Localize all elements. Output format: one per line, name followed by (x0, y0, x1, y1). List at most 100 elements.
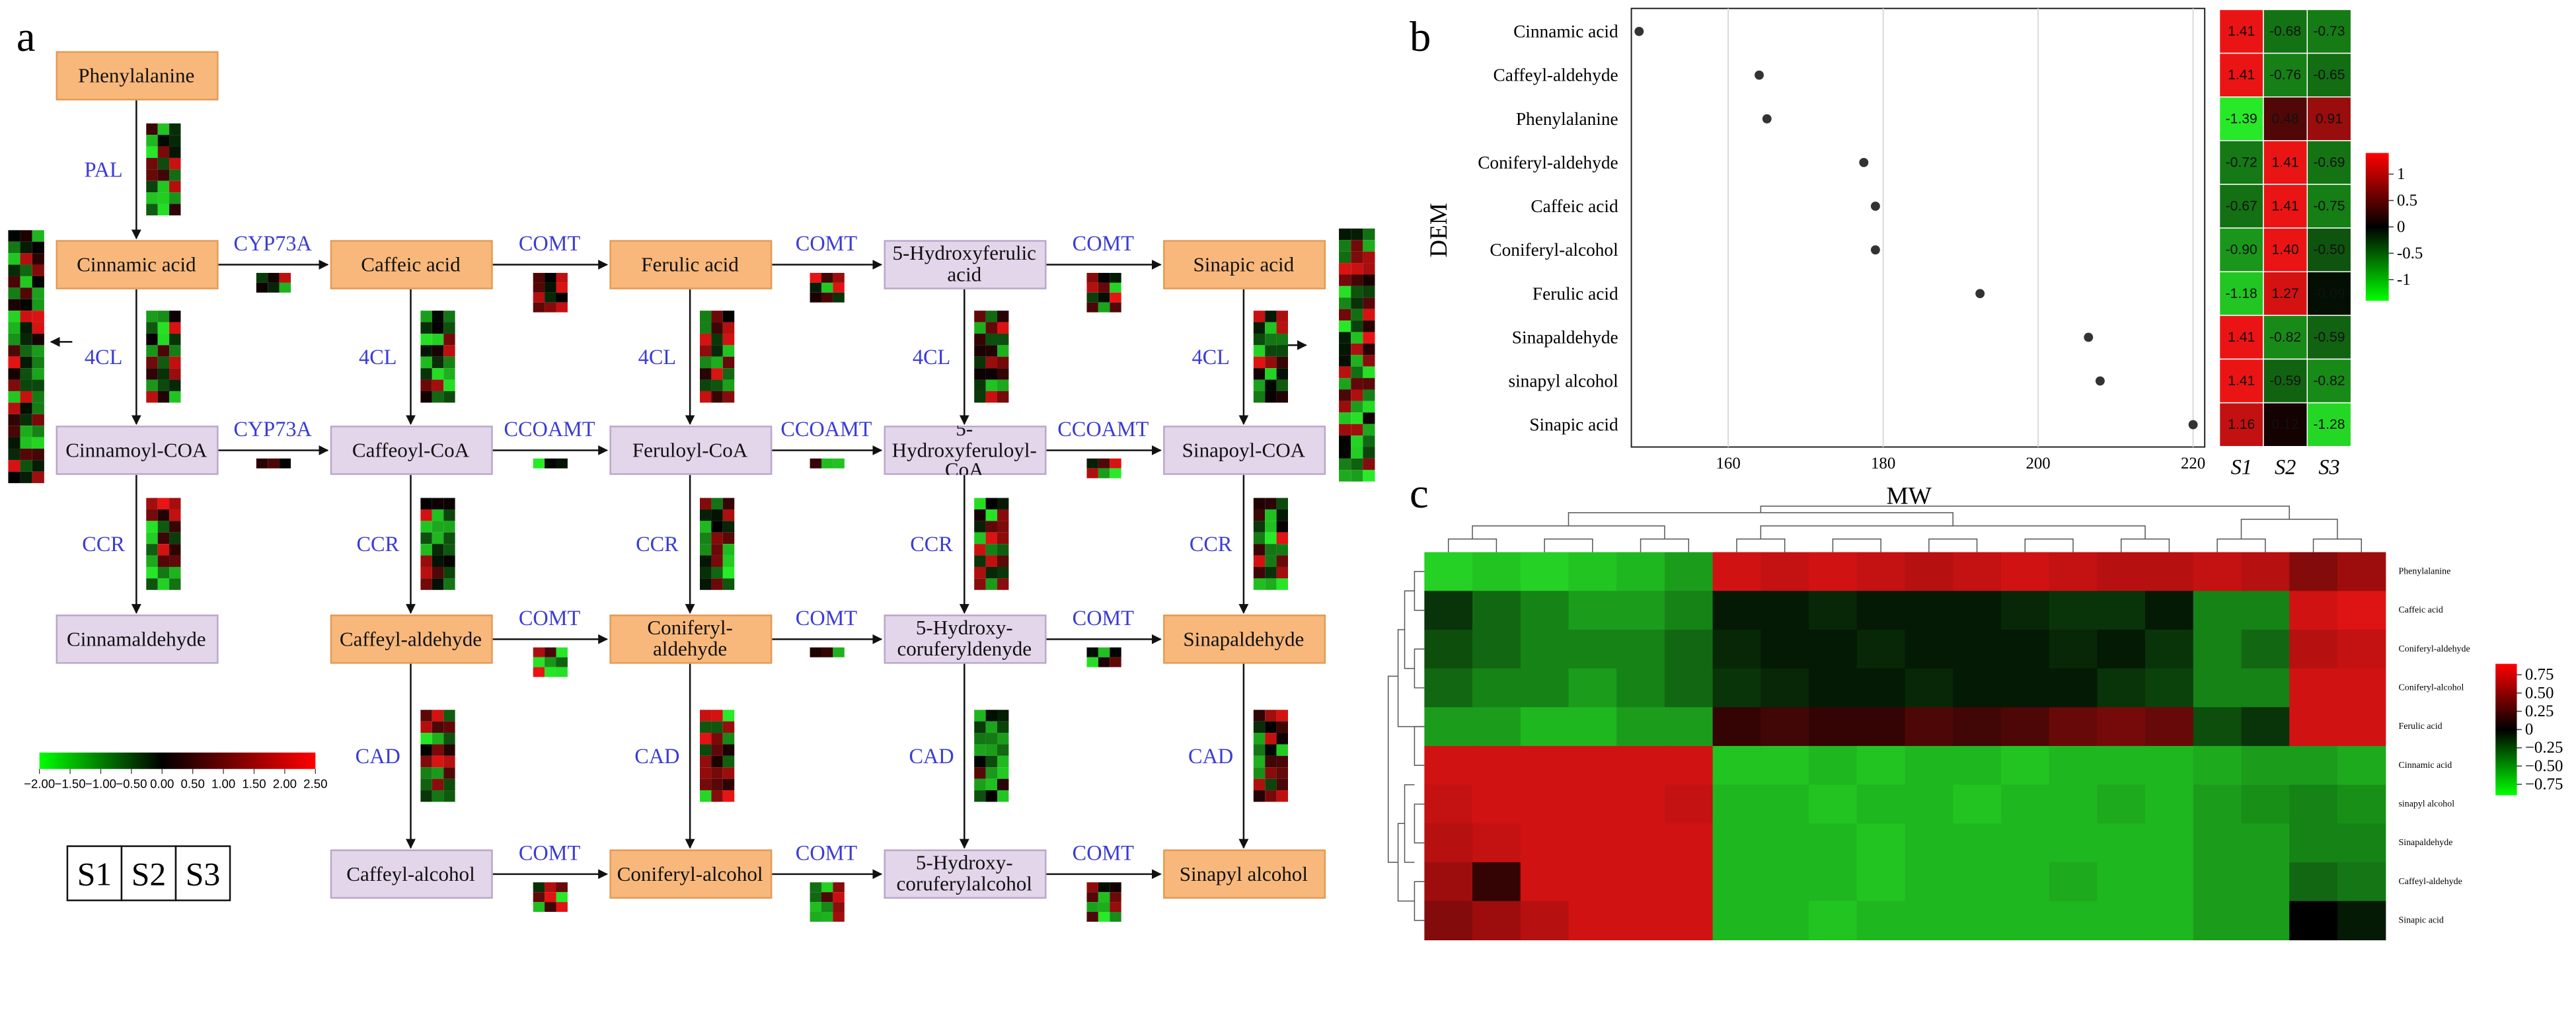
mini-heatmap-cell (711, 721, 723, 733)
cell-value: -1.18 (2226, 286, 2257, 301)
mini-heatmap-cell (985, 778, 997, 791)
enzyme-label: COMT (519, 606, 581, 630)
mini-heatmap-cell (700, 790, 712, 802)
mini-heatmap-cell (169, 498, 181, 509)
enzyme-label: 4CL (359, 345, 397, 369)
mini-heatmap-cell (974, 767, 986, 779)
mini-heatmap-cell (1339, 274, 1351, 286)
node-label: Caffeic acid (329, 240, 492, 289)
mini-heatmap-cell (1276, 790, 1288, 802)
mini-heatmap-cell (8, 379, 20, 391)
mini-heatmap-cell (700, 721, 712, 733)
mini-heatmap-cell (711, 755, 723, 768)
heatmap-cell (1568, 591, 1617, 630)
heatmap-cell (2263, 184, 2308, 229)
heatmap-cell (1809, 707, 1858, 747)
mini-heatmap-cell (20, 426, 32, 437)
enzyme-label: CCOAMT (780, 417, 872, 441)
mini-heatmap-cell (1351, 343, 1363, 355)
mini-heatmap-cell (1363, 285, 1375, 298)
heatmap-cell (1424, 784, 1473, 825)
mini-heatmap-cell (8, 448, 20, 461)
mini-heatmap-cell (711, 333, 723, 346)
mini-heatmap-cell (1253, 755, 1266, 768)
mini-heatmap-cell (169, 192, 181, 204)
heatmap-cell (2000, 591, 2050, 630)
dendrogram (2312, 538, 2363, 552)
mini-heatmap-cell (556, 882, 568, 893)
colorbar-tick-label: -1 (2397, 271, 2411, 289)
mini-heatmap-cell (985, 733, 997, 745)
mini-heatmap-cell (1253, 379, 1266, 391)
mini-heatmap-cell (432, 710, 444, 722)
dendrogram (1832, 538, 1881, 552)
mini-heatmap-cell (1363, 355, 1375, 367)
node-label: Cinnamoyl-COA (55, 426, 218, 475)
colorbar-tick-label: -0.5 (2397, 244, 2423, 262)
heatmap-cell (1712, 707, 1762, 747)
heatmap-cell (1520, 552, 1570, 592)
cell-value: 1.41 (2228, 67, 2255, 83)
mini-heatmap-cell (169, 555, 181, 567)
mini-heatmap-cell (700, 566, 712, 579)
heatmap-cell (1424, 668, 1473, 708)
mini-heatmap-cell (1110, 892, 1121, 903)
mini-heatmap-cell (420, 733, 432, 745)
heatmap-cell (1664, 552, 1714, 592)
mini-heatmap-cell (169, 356, 181, 369)
mini-heatmap-cell (1351, 297, 1363, 309)
node: Coniferyl-alcohol (609, 849, 772, 899)
mini-heatmap-cell (833, 912, 845, 922)
mini-heatmap-cell (1276, 498, 1288, 509)
heatmap-cell (1664, 901, 1714, 941)
node-label: 5-Hydroxyferuloyl-CoA (883, 426, 1046, 475)
mini-heatmap-cell (1339, 343, 1351, 355)
heatmap-cell (2145, 784, 2194, 825)
mini-heatmap-cell (1265, 767, 1277, 779)
heatmap-cell (2218, 315, 2264, 360)
mini-heatmap-cell (146, 345, 158, 357)
heatmap-cell (2289, 668, 2338, 708)
mini-heatmap-cell (432, 755, 444, 768)
mini-heatmap-cell (711, 391, 723, 403)
mini-heatmap-cell (157, 123, 170, 135)
mini-heatmap-cell (1265, 778, 1277, 791)
cell-value: 1.41 (2272, 199, 2299, 214)
mini-heatmap-cell (1253, 322, 1266, 334)
mini-heatmap-cell (974, 379, 986, 391)
node-label: Coniferyl-alcohol (609, 849, 772, 899)
heatmap-cell (2193, 745, 2242, 786)
colorbar-tick-label: −1.00 (85, 777, 116, 791)
point (1634, 26, 1644, 36)
mini-heatmap-cell (146, 311, 158, 322)
heatmap-cell (2306, 271, 2352, 317)
mini-heatmap-cell (146, 135, 158, 147)
mini-heatmap-cell (420, 498, 432, 509)
mini-heatmap-cell (169, 391, 181, 403)
dendrogram (1736, 538, 1786, 552)
heatmap-cell (1856, 629, 1906, 669)
heatmap-cell (2049, 784, 2098, 825)
mini-heatmap-cell (1276, 322, 1288, 334)
node-label: Sinapoyl-COA (1162, 426, 1325, 475)
node-label: Coniferyl-aldehyde (609, 615, 772, 664)
mini-heatmap-cell (1276, 521, 1288, 533)
node: Cinnamic acid (55, 240, 218, 289)
colorbar-tick-label: 0.25 (2525, 702, 2554, 720)
node: 5-Hydroxyferulic acid (883, 240, 1046, 289)
mini-heatmap-cell (432, 778, 444, 791)
mini-heatmap-cell (8, 437, 20, 449)
mini-heatmap-cell (420, 368, 432, 380)
mini-heatmap-cell (722, 498, 735, 509)
mini-heatmap-cell (1098, 902, 1110, 913)
mini-heatmap-cell (821, 292, 833, 303)
heatmap-cell (2049, 629, 2098, 669)
mini-heatmap-cell (722, 356, 735, 369)
heatmap-cell (1953, 707, 2002, 747)
x-tick-label: 200 (2026, 455, 2050, 472)
enzyme-label: CCR (356, 532, 399, 556)
mini-heatmap-cell (810, 902, 821, 913)
mini-heatmap-cell (722, 578, 735, 590)
node-label: 5-Hydroxy-coruferylalcohol (883, 849, 1046, 899)
mini-heatmap-cell (1351, 240, 1363, 252)
